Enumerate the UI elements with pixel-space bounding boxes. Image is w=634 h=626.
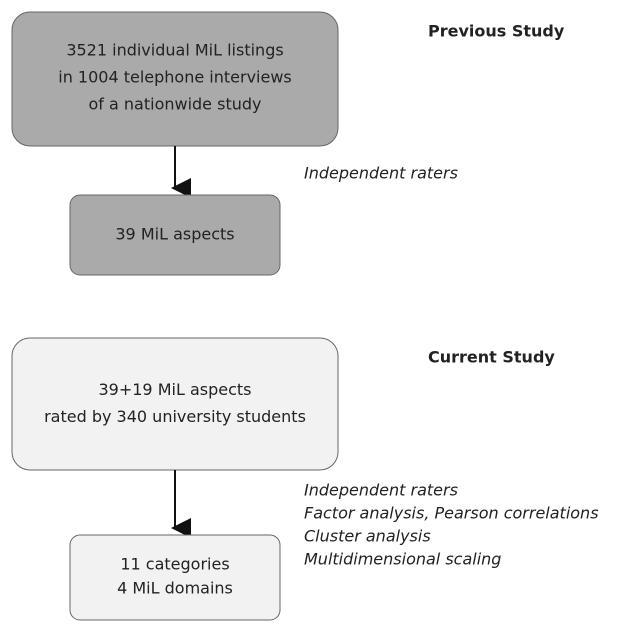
box (11, 337, 339, 471)
box (69, 194, 281, 276)
label: Factor analysis, Pearson correlations (304, 504, 599, 523)
label: rated by 340 university students (44, 407, 306, 426)
label: 39 MiL aspects (115, 225, 234, 244)
label: Cluster analysis (304, 527, 431, 546)
label: of a nationwide study (89, 95, 262, 114)
label: Independent raters (304, 164, 458, 183)
label: Multidimensional scaling (304, 550, 501, 569)
label: Previous Study (428, 22, 565, 41)
label: in 1004 telephone interviews (58, 68, 292, 87)
label: 39+19 MiL aspects (98, 380, 251, 399)
labels: Previous Study 3521 individual MiL listin… (44, 22, 598, 598)
label: Independent raters (304, 481, 458, 500)
label: 11 categories (120, 555, 229, 574)
label: 3521 individual MiL listings (66, 41, 283, 60)
label: Current Study (428, 348, 555, 367)
box (69, 534, 281, 621)
label: 4 MiL domains (117, 579, 233, 598)
